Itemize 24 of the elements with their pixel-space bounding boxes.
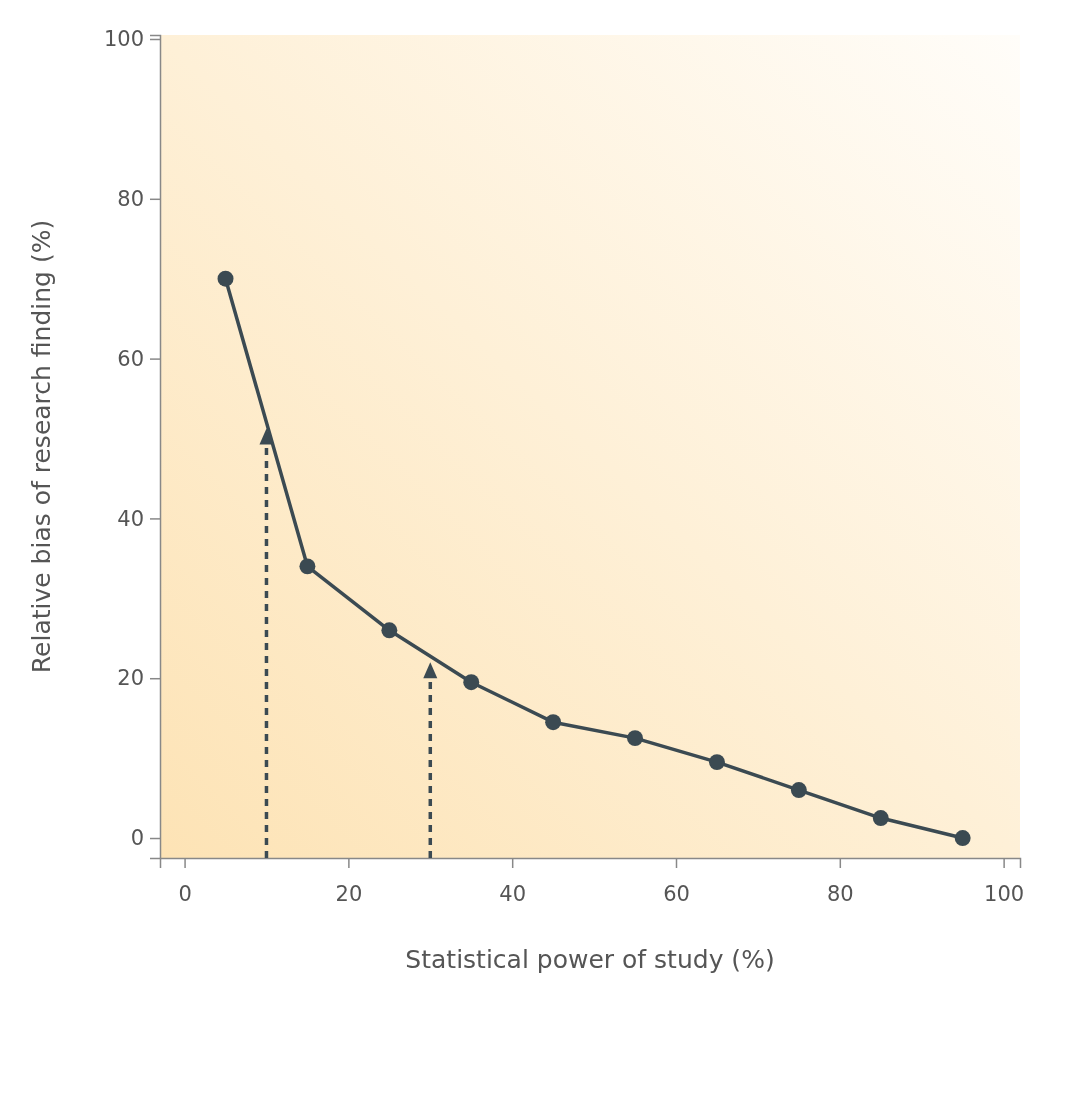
y-tick-label: 20 (117, 666, 144, 691)
point (708, 754, 725, 771)
y-tick-label: 100 (103, 27, 144, 52)
point (790, 782, 807, 799)
point (872, 810, 889, 827)
point (381, 622, 398, 639)
x-tick-label: 80 (826, 881, 854, 906)
point (954, 830, 971, 846)
y-axis-title: Relative bias of research finding (%) (27, 219, 56, 674)
point (627, 730, 644, 747)
point (217, 270, 234, 287)
x-tick-label: 20 (335, 881, 363, 906)
y-tick-label: 60 (117, 346, 144, 371)
point (299, 558, 316, 575)
y-tick-label: 80 (117, 187, 144, 212)
y-tick-label: 0 (130, 826, 144, 851)
x-tick-label: 60 (663, 881, 690, 906)
x-axis-title: Statistical power of study (%) (405, 945, 775, 974)
x-tick-label: 100 (984, 881, 1025, 906)
x-tick-label: 0 (178, 881, 192, 906)
x-tick-label: 40 (499, 881, 527, 906)
point (463, 674, 480, 691)
y-tick-label: 40 (117, 506, 144, 531)
point (545, 714, 562, 731)
